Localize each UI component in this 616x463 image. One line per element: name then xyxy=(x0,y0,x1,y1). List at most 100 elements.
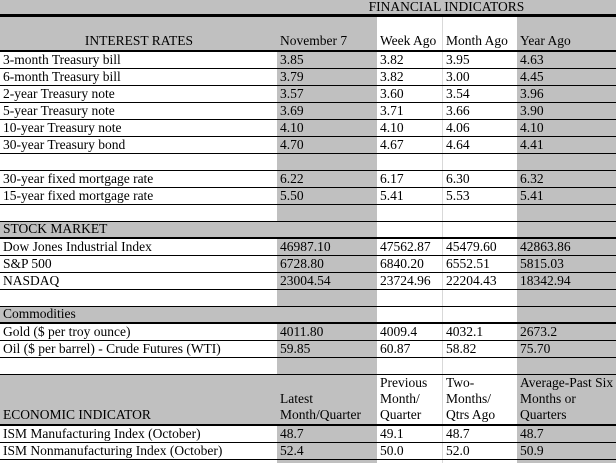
value-cell: 4032.1 xyxy=(442,324,517,340)
value-cell xyxy=(277,154,377,170)
value-cell xyxy=(277,460,377,463)
label-cell: 2-year Treasury note xyxy=(3,86,115,101)
value-cell: 47562.87 xyxy=(380,239,431,254)
label-cell xyxy=(0,205,277,221)
value-cell xyxy=(442,154,517,170)
table-row: 15-year fixed mortgage rate 5.50 5.41 5.53 5… xyxy=(0,188,616,205)
value-cell xyxy=(442,222,517,237)
label-cell: 5-year Treasury note xyxy=(3,103,115,118)
value-cell: 3.82 xyxy=(380,52,404,67)
value-cell: 6728.80 xyxy=(277,256,377,272)
header-row: INTEREST RATES November 7 Week Ago Month Ag… xyxy=(0,17,616,52)
table-row: 5-year Treasury note 3.69 3.71 3.66 3.90 xyxy=(0,103,616,120)
table-row: 6-month Treasury bill 3.79 3.82 3.00 4.45 xyxy=(0,69,616,86)
value-cell: 5.41 xyxy=(380,188,404,203)
value-cell: 3.90 xyxy=(517,103,616,119)
value-cell xyxy=(377,290,442,306)
value-cell: 3.96 xyxy=(517,86,616,102)
table-row: ISM Nonmanufacturing Index (October) 52.4… xyxy=(0,443,616,460)
value-cell xyxy=(377,205,442,221)
value-cell: November 7 xyxy=(277,17,377,50)
value-cell: 48.7 xyxy=(517,426,616,442)
label-cell: Commodities xyxy=(0,307,277,322)
value-cell xyxy=(377,307,442,322)
value-cell xyxy=(442,460,517,463)
table-row: Dow Jones Industrial Index 46987.10 47562.… xyxy=(0,239,616,256)
value-cell xyxy=(277,290,377,306)
label-cell xyxy=(0,154,277,170)
value-cell: 2673.2 xyxy=(517,324,616,340)
value-cell: 23724.96 xyxy=(380,273,431,288)
value-cell: 3.57 xyxy=(277,86,377,102)
value-cell: 4.45 xyxy=(517,69,616,85)
table-row: Gold ($ per troy ounce) 4011.80 4009.4 4032… xyxy=(0,324,616,341)
label-cell: 6-month Treasury bill xyxy=(3,69,121,84)
value-cell: 4.64 xyxy=(442,137,517,153)
label-cell: Gold ($ per troy ounce) xyxy=(3,324,131,339)
value-cell xyxy=(442,307,517,322)
value-cell xyxy=(442,358,517,374)
value-cell: 50.0 xyxy=(380,443,404,458)
value-cell: 23004.54 xyxy=(277,273,377,289)
blank-row xyxy=(0,154,616,171)
value-cell: Average-Past Six Months or Quarters xyxy=(517,375,616,424)
table-row: 2-year Treasury note 3.57 3.60 3.54 3.96 xyxy=(0,86,616,103)
value-cell: 52.4 xyxy=(277,443,377,459)
value-cell: 4.67 xyxy=(380,137,404,152)
value-cell: 58.82 xyxy=(442,341,517,357)
value-cell: 3.00 xyxy=(442,69,517,85)
value-cell: Week Ago xyxy=(380,33,437,48)
table-row: 3-month Treasury bill 3.85 3.82 3.95 4.63 xyxy=(0,52,616,69)
value-cell: 6840.20 xyxy=(380,256,424,271)
value-cell: 4009.4 xyxy=(380,324,418,339)
value-cell: 4.06 xyxy=(442,120,517,136)
value-cell: 3.60 xyxy=(380,86,404,101)
value-cell xyxy=(517,460,616,463)
value-cell xyxy=(517,307,616,322)
value-cell xyxy=(377,154,442,170)
value-cell xyxy=(517,290,616,306)
value-cell: 75.70 xyxy=(517,341,616,357)
value-cell: 5.41 xyxy=(517,188,616,204)
value-cell: 6.17 xyxy=(380,171,404,186)
label-cell: Oil ($ per barrel) - Crude Futures (WTI) xyxy=(3,341,221,356)
value-cell: 4.63 xyxy=(517,52,616,68)
value-cell: 4.70 xyxy=(277,137,377,153)
value-cell: 4.10 xyxy=(517,120,616,136)
value-cell: 50.9 xyxy=(517,443,616,459)
value-cell xyxy=(517,222,616,237)
label-cell: 30-year Treasury bond xyxy=(3,137,126,152)
value-cell: 3.54 xyxy=(442,86,517,102)
value-cell: Year Ago xyxy=(517,17,616,50)
label-cell: INTEREST RATES xyxy=(0,17,277,50)
value-cell: 6552.51 xyxy=(442,256,517,272)
label-cell xyxy=(0,358,277,374)
value-cell: 52.0 xyxy=(442,443,517,459)
value-cell xyxy=(377,358,442,374)
value-cell xyxy=(517,358,616,374)
value-cell: 60.87 xyxy=(380,341,411,356)
value-cell: Previous Month/Quarter xyxy=(380,375,428,422)
blank-row xyxy=(0,205,616,222)
econ-header-row: ECONOMIC INDICATOR Latest Month/Quarter Pre… xyxy=(0,375,616,426)
value-cell: 3.82 xyxy=(380,69,404,84)
table-row: 30-year Treasury bond 4.70 4.67 4.64 4.41 xyxy=(0,137,616,154)
blank-row xyxy=(0,290,616,307)
table-row: 30-year fixed mortgage rate 6.22 6.17 6.30 6… xyxy=(0,171,616,188)
value-cell: 4011.80 xyxy=(277,324,377,340)
value-cell xyxy=(517,154,616,170)
table-row: S&P 500 6728.80 6840.20 6552.51 5815.03 xyxy=(0,256,616,273)
label-cell: 10-year Treasury note xyxy=(3,120,122,135)
label-cell: 3-month Treasury bill xyxy=(3,52,121,67)
value-cell: 18342.94 xyxy=(517,273,616,289)
value-cell: 48.7 xyxy=(442,426,517,442)
value-cell: 22204.43 xyxy=(442,273,517,289)
value-cell: 6.30 xyxy=(442,171,517,187)
label-cell: ISM Nonmanufacturing Index (October) xyxy=(3,443,223,458)
value-cell: 49.1 xyxy=(380,426,404,441)
value-cell xyxy=(442,290,517,306)
table-row: Oil ($ per barrel) - Crude Futures (WTI)… xyxy=(0,341,616,358)
value-cell: 3.71 xyxy=(380,103,404,118)
value-cell: 5815.03 xyxy=(517,256,616,272)
